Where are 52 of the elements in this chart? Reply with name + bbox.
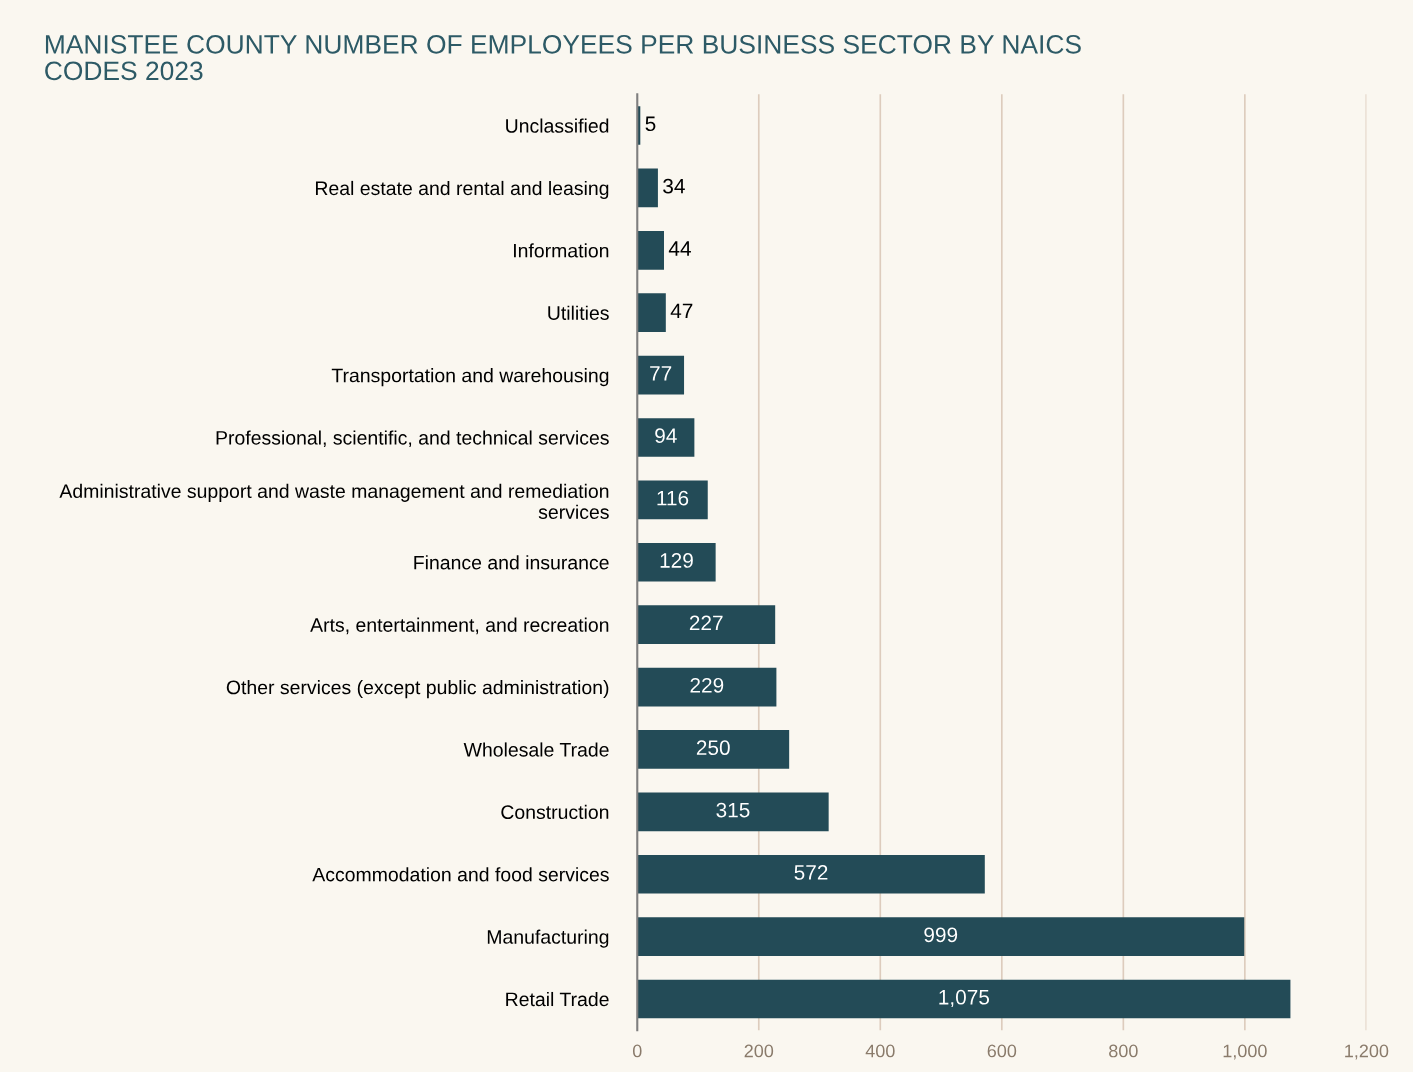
bar bbox=[637, 979, 1291, 1019]
bar bbox=[637, 917, 1245, 956]
data-label: 250 bbox=[696, 740, 730, 756]
bar bbox=[637, 230, 664, 270]
x-tick-label: 1,200 bbox=[1345, 1044, 1389, 1060]
y-tick-label: Utilities bbox=[548, 305, 609, 320]
bar bbox=[637, 542, 716, 582]
data-label: 77 bbox=[650, 366, 672, 381]
data-label: 34 bbox=[663, 178, 685, 194]
y-tick-label: Wholesale Trade bbox=[463, 742, 609, 757]
data-label: 129 bbox=[660, 553, 693, 568]
x-tick-label: 0 bbox=[632, 1044, 642, 1058]
y-tick-label: Professional, scientific, and technical services bbox=[216, 430, 609, 448]
data-label: 44 bbox=[668, 241, 691, 256]
bar bbox=[637, 667, 777, 707]
data-label: 229 bbox=[690, 677, 724, 693]
data-label: 5 bbox=[645, 116, 656, 132]
bar bbox=[637, 418, 695, 457]
data-label: 1,075 bbox=[939, 989, 990, 1008]
x-tick-label: 600 bbox=[987, 1044, 1017, 1058]
bar bbox=[637, 168, 658, 208]
y-tick-label: Manufacturing bbox=[487, 929, 609, 948]
bar bbox=[637, 480, 708, 520]
y-tick-label: Construction bbox=[501, 804, 609, 820]
x-tick-label: 400 bbox=[865, 1044, 895, 1058]
y-tick-label: Accommodation and food services bbox=[312, 867, 609, 882]
chart-title: MANISTEE COUNTY NUMBER OF EMPLOYEES PER BUSINESS SECTOR BY NAICS CODES 2023 bbox=[45, 35, 1081, 81]
data-label: 227 bbox=[689, 615, 723, 631]
bar bbox=[637, 605, 776, 644]
y-tick-label: Finance and insurance bbox=[414, 555, 609, 570]
bar bbox=[637, 355, 685, 395]
y-tick-label: Real estate and rental and leasing bbox=[315, 180, 609, 199]
x-tick-label: 800 bbox=[1109, 1044, 1138, 1058]
bar bbox=[637, 293, 666, 333]
data-label: 315 bbox=[716, 802, 750, 818]
data-label: 999 bbox=[924, 927, 958, 943]
y-tick-label: Other services (except public administration) bbox=[226, 680, 609, 699]
y-tick-label: Unclassified bbox=[506, 118, 609, 133]
bar bbox=[637, 792, 829, 832]
x-tick-label: 200 bbox=[744, 1044, 774, 1058]
y-tick-label: Information bbox=[514, 243, 609, 258]
data-label: 94 bbox=[655, 428, 677, 444]
data-label: 572 bbox=[794, 865, 828, 880]
x-tick-label: 1,000 bbox=[1223, 1044, 1267, 1060]
y-tick-label: Arts, entertainment, and recreation bbox=[310, 617, 609, 635]
data-label: 47 bbox=[670, 303, 693, 319]
data-label: 116 bbox=[657, 490, 689, 506]
bar bbox=[637, 730, 790, 769]
y-tick-label: Retail Trade bbox=[506, 991, 609, 1007]
y-tick-label: Transportation and warehousing bbox=[331, 368, 609, 387]
y-tick-label: Administrative support and waste management and remediation services bbox=[59, 483, 609, 519]
bar bbox=[637, 854, 985, 894]
